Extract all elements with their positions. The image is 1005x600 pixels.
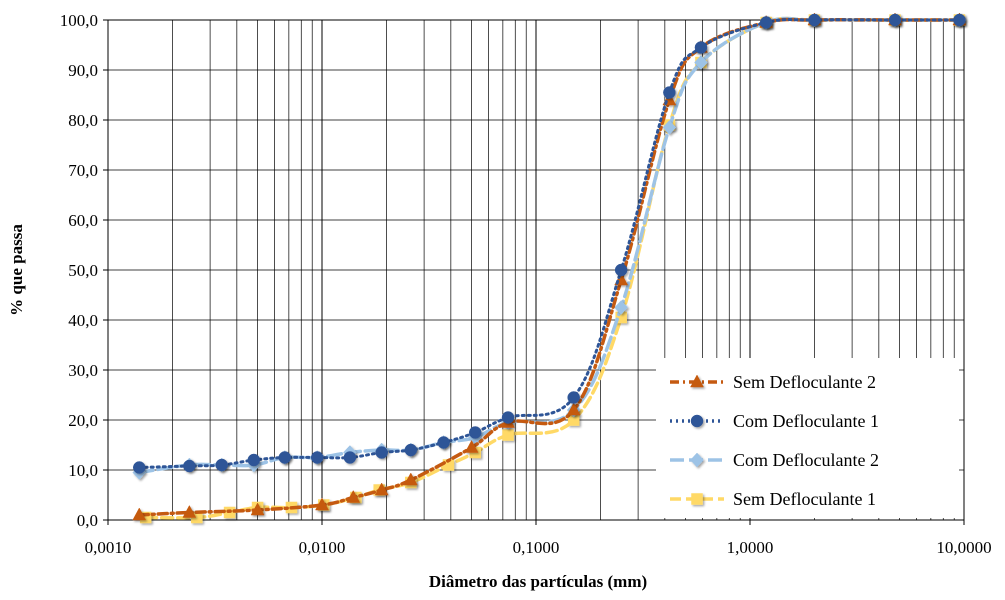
y-tick-label: 70,0 <box>68 161 98 180</box>
x-tick-label: 0,0010 <box>85 538 132 557</box>
data-point <box>343 451 357 464</box>
data-point <box>375 446 388 459</box>
legend-box <box>656 358 959 518</box>
data-point <box>464 439 479 453</box>
legend-label: Sem Defloculante 2 <box>733 372 876 392</box>
y-axis-title: % que passa <box>7 224 26 316</box>
data-point <box>501 411 515 424</box>
data-point <box>566 402 581 416</box>
series-line <box>137 18 961 469</box>
series-layer <box>132 12 967 524</box>
data-point <box>437 436 450 449</box>
data-point <box>888 13 902 27</box>
x-tick-label: 10,0000 <box>936 538 991 557</box>
data-point <box>133 461 146 474</box>
legend-marker <box>691 493 703 505</box>
y-tick-label: 90,0 <box>68 61 98 80</box>
legend-marker <box>690 452 704 468</box>
data-point <box>468 426 482 439</box>
legend-item: Sem Defloculante 2 <box>670 372 876 392</box>
data-point <box>502 429 514 441</box>
legend-label: Com Defloculante 2 <box>733 450 879 470</box>
y-tick-label: 10,0 <box>68 461 98 480</box>
x-tick-label: 0,1000 <box>513 538 560 557</box>
data-point <box>614 263 628 277</box>
x-tick-label: 0,0100 <box>299 538 346 557</box>
legend-label: Sem Defloculante 1 <box>733 489 876 509</box>
x-axis-title: Diâmetro das partículas (mm) <box>429 572 647 591</box>
data-point <box>247 453 261 467</box>
legend-label: Com Defloculante 1 <box>733 411 879 431</box>
data-point <box>346 489 361 503</box>
y-tick-label: 60,0 <box>68 211 98 230</box>
data-point <box>662 120 677 135</box>
data-point <box>567 391 580 404</box>
legend-item: Com Defloculante 2 <box>670 450 879 470</box>
y-tick-label: 80,0 <box>68 111 98 130</box>
data-point <box>315 497 329 511</box>
legend-marker <box>690 374 704 388</box>
legend: Sem Defloculante 2 Com Defloculante 1 Com … <box>656 358 959 518</box>
legend-item: Com Defloculante 1 <box>670 411 879 431</box>
series-com-defloculante-1 <box>133 13 966 474</box>
x-tick-label: 1,0000 <box>727 538 774 557</box>
y-tick-label: 40,0 <box>68 311 98 330</box>
data-point <box>374 482 389 496</box>
legend-item: Sem Defloculante 1 <box>670 489 876 509</box>
data-point <box>250 502 265 516</box>
data-point <box>808 13 821 27</box>
y-tick-label: 50,0 <box>68 261 98 280</box>
data-point <box>663 86 676 99</box>
data-point <box>953 13 966 27</box>
data-point <box>183 459 196 473</box>
legend-marker <box>690 414 704 428</box>
data-point <box>182 504 197 518</box>
data-point <box>215 458 228 472</box>
data-point <box>759 16 773 29</box>
y-tick-label: 20,0 <box>68 411 98 430</box>
y-tick-label: 30,0 <box>68 361 98 380</box>
data-point <box>278 451 292 464</box>
data-point <box>614 300 629 315</box>
data-point <box>310 451 324 464</box>
data-point <box>403 472 418 486</box>
y-axis-tick-labels: 0,0 10,0 20,0 30,0 40,0 50,0 60,0 70,0 80,0 90,0 1… <box>60 11 108 530</box>
data-point <box>132 507 147 521</box>
y-tick-label: 100,0 <box>60 11 98 30</box>
x-axis-tick-labels: 0,0010 0,0100 0,1000 1,0000 10,0000 <box>85 520 992 557</box>
data-point <box>694 55 708 70</box>
y-tick-label: 0,0 <box>77 511 98 530</box>
data-point <box>404 443 418 457</box>
data-point <box>694 41 708 54</box>
